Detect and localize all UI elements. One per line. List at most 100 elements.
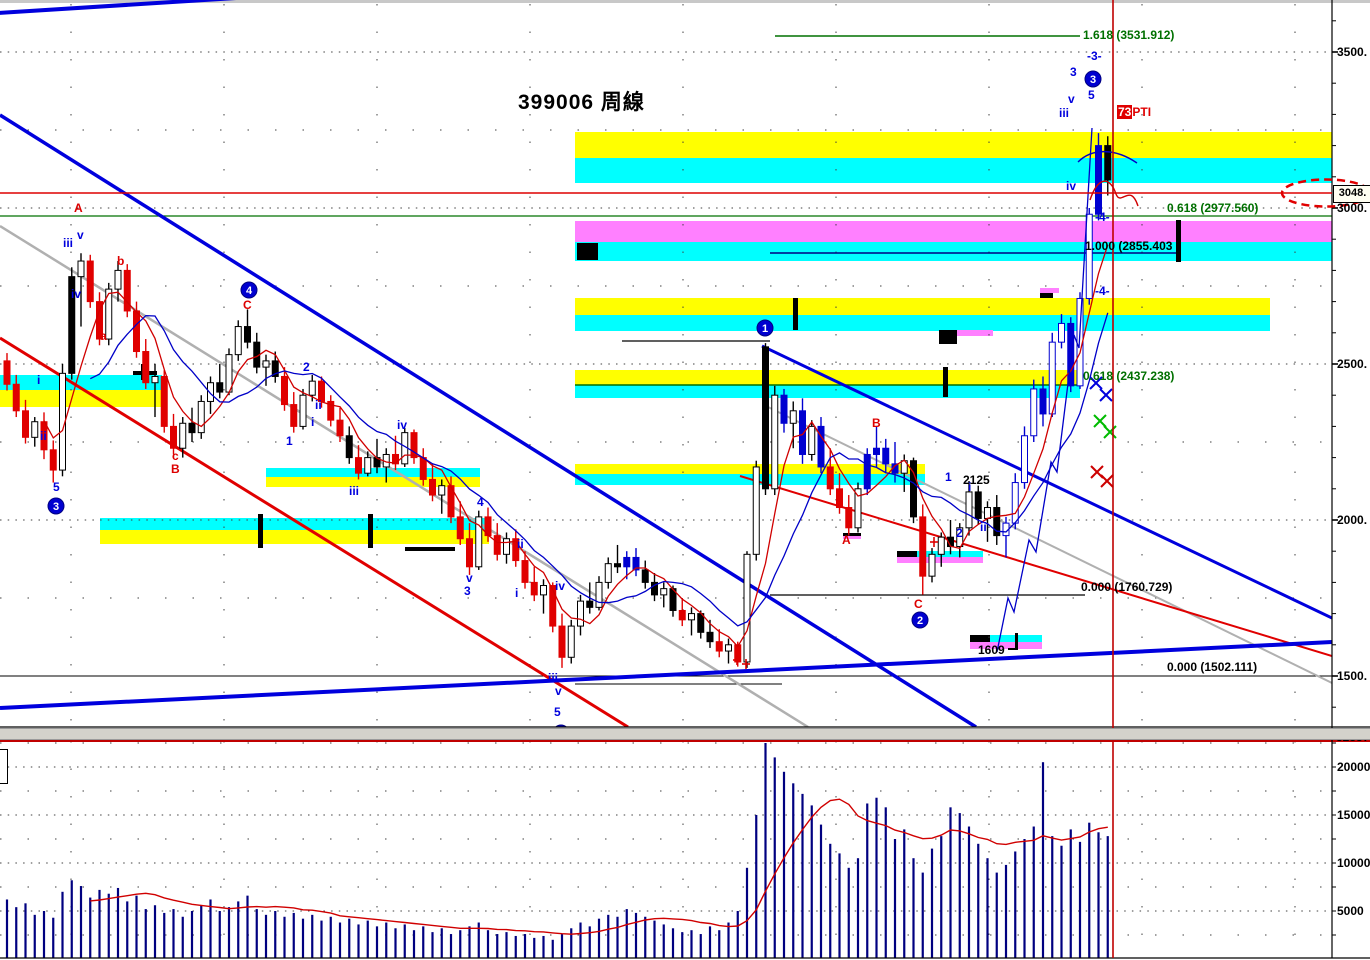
volume-bar[interactable] <box>1060 845 1063 959</box>
volume-bar[interactable] <box>949 807 952 959</box>
candle-body[interactable] <box>271 360 279 377</box>
candle-body[interactable] <box>281 375 288 406</box>
volume-bar[interactable] <box>755 815 758 959</box>
volume-bar[interactable] <box>505 932 508 959</box>
volume-bar[interactable] <box>662 924 665 959</box>
volume-bar[interactable] <box>311 914 314 959</box>
candle-body[interactable] <box>595 581 603 608</box>
volume-bar[interactable] <box>264 914 268 959</box>
candle-body[interactable] <box>1058 322 1065 343</box>
volume-bar[interactable] <box>126 901 129 959</box>
volume-bar[interactable] <box>366 920 369 959</box>
candle-body[interactable] <box>882 447 890 465</box>
candle-body[interactable] <box>530 581 538 596</box>
candle-body[interactable] <box>771 394 779 490</box>
volume-bar[interactable] <box>1041 762 1045 959</box>
volume-bar[interactable] <box>1014 851 1017 959</box>
candle-body[interactable] <box>355 457 362 474</box>
candle-body[interactable] <box>3 360 11 385</box>
volume-bar[interactable] <box>773 757 776 959</box>
volume-bar[interactable] <box>135 895 138 959</box>
candle-body[interactable] <box>965 491 973 529</box>
volume-bar[interactable] <box>745 867 749 959</box>
volume-bar[interactable] <box>875 797 878 959</box>
candle-body[interactable] <box>327 400 335 421</box>
volume-bar[interactable] <box>542 935 545 959</box>
trendline[interactable] <box>0 113 977 727</box>
candle-body[interactable] <box>984 507 991 519</box>
trendline[interactable] <box>0 336 629 727</box>
candle-body[interactable] <box>928 553 936 577</box>
candle-body[interactable] <box>290 404 298 427</box>
volume-bar[interactable] <box>893 839 897 959</box>
candle-body[interactable] <box>207 382 214 402</box>
candle-body[interactable] <box>577 600 584 627</box>
volume-bar[interactable] <box>810 805 813 959</box>
volume-bar[interactable] <box>89 897 92 959</box>
candle-body[interactable] <box>937 536 945 555</box>
volume-bar[interactable] <box>348 918 351 959</box>
candle-body[interactable] <box>22 410 29 438</box>
volume-bar[interactable] <box>459 930 462 959</box>
candle-body[interactable] <box>114 269 122 290</box>
trendline[interactable] <box>0 0 252 15</box>
volume-bar[interactable] <box>375 926 379 959</box>
candle-body[interactable] <box>993 507 1001 537</box>
candle-body[interactable] <box>651 581 658 596</box>
candle-body[interactable] <box>1095 145 1102 215</box>
volume-bar[interactable] <box>1004 864 1008 959</box>
candle-body[interactable] <box>105 288 113 340</box>
candle-body[interactable] <box>216 382 224 393</box>
candle-body[interactable] <box>429 478 436 496</box>
volume-bar[interactable] <box>42 911 46 959</box>
candle-body[interactable] <box>604 563 612 583</box>
volume-bar[interactable] <box>1069 829 1072 959</box>
volume-bar[interactable] <box>190 911 194 959</box>
volume-bar[interactable] <box>930 848 934 959</box>
volume-bar[interactable] <box>61 891 64 959</box>
candle-body[interactable] <box>789 410 797 424</box>
candle-body[interactable] <box>817 425 825 468</box>
volume-bar[interactable] <box>144 909 147 959</box>
volume-bar[interactable] <box>1078 841 1082 959</box>
candle-body[interactable] <box>1104 145 1112 181</box>
volume-bar[interactable] <box>958 813 961 959</box>
candle-body[interactable] <box>586 600 594 608</box>
pane-divider[interactable] <box>0 728 1370 740</box>
volume-bar[interactable] <box>320 920 323 959</box>
volume-bar[interactable] <box>856 858 860 959</box>
candle-body[interactable] <box>262 360 270 368</box>
volume-bar[interactable] <box>838 853 841 959</box>
volume-bar[interactable] <box>486 930 490 959</box>
volume-bar[interactable] <box>394 928 397 959</box>
volume-bar[interactable] <box>357 924 360 959</box>
candle-body[interactable] <box>919 516 927 577</box>
volume-bar[interactable] <box>727 922 730 959</box>
volume-bar[interactable] <box>449 934 453 959</box>
volume-bar[interactable] <box>255 909 258 959</box>
candle-body[interactable] <box>549 585 557 627</box>
candle-body[interactable] <box>752 466 760 555</box>
candle-body[interactable] <box>179 422 187 449</box>
volume-bar[interactable] <box>986 858 989 959</box>
volume-bar[interactable] <box>681 932 684 959</box>
candle-body[interactable] <box>1067 322 1075 387</box>
candle-body[interactable] <box>854 488 862 529</box>
volume-bar[interactable] <box>246 895 249 959</box>
volume-bar[interactable] <box>431 932 434 959</box>
candle-body[interactable] <box>456 516 464 540</box>
candle-body[interactable] <box>540 585 547 596</box>
candle-body[interactable] <box>1030 388 1038 437</box>
volume-bar[interactable] <box>218 911 221 959</box>
candle-body[interactable] <box>160 375 168 427</box>
volume-bar[interactable] <box>718 930 721 959</box>
volume-bar[interactable] <box>1106 836 1109 959</box>
candle-body[interactable] <box>1039 388 1047 415</box>
volume-bar[interactable] <box>227 907 231 959</box>
candle-body[interactable] <box>151 375 159 384</box>
candle-body[interactable] <box>697 613 705 633</box>
volume-bar[interactable] <box>551 939 554 959</box>
candle-body[interactable] <box>142 351 150 384</box>
volume-bar[interactable] <box>1051 836 1054 959</box>
volume-bar[interactable] <box>653 920 656 959</box>
